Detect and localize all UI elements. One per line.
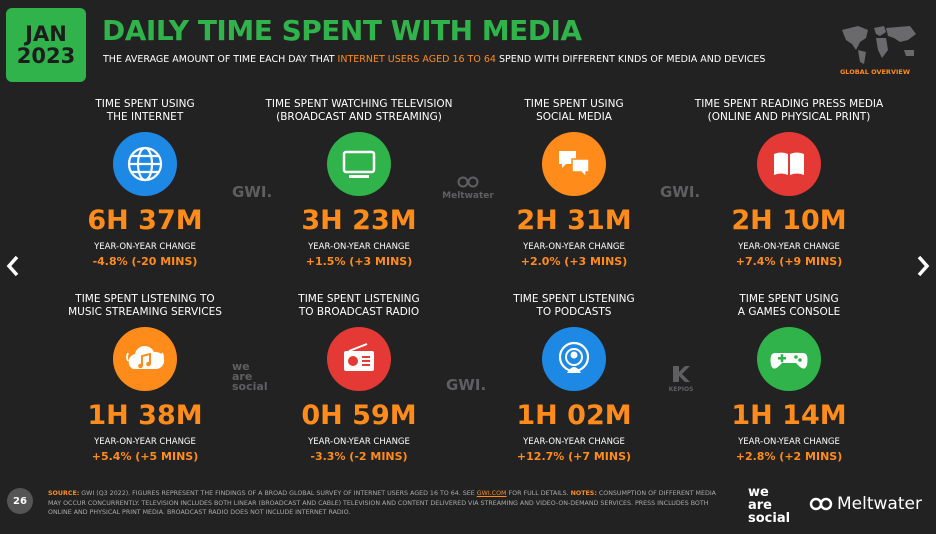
yoy-change: +5.4% (+5 MINS) bbox=[91, 450, 199, 463]
global-overview-label: GLOBAL OVERVIEW bbox=[839, 68, 910, 76]
yoy-change: -3.3% (-2 MINS) bbox=[310, 450, 408, 463]
date-badge: JAN 2023 bbox=[6, 8, 86, 82]
card-value: 2H 31M bbox=[516, 205, 632, 236]
yoy-label: YEAR-ON-YEAR CHANGE bbox=[738, 437, 840, 447]
page-title: DAILY TIME SPENT WITH MEDIA bbox=[102, 14, 582, 47]
yoy-label: YEAR-ON-YEAR CHANGE bbox=[738, 242, 840, 252]
yoy-label: YEAR-ON-YEAR CHANGE bbox=[523, 437, 625, 447]
card-internet: TIME SPENT USING THE INTERNET 6H 37M YEA… bbox=[45, 98, 245, 268]
meltwater-logo-icon bbox=[457, 176, 479, 188]
card-label: TIME SPENT READING PRESS MEDIA (ONLINE A… bbox=[694, 98, 884, 123]
meltwater-logo: Meltwater bbox=[808, 494, 922, 514]
radio-icon bbox=[327, 327, 391, 391]
gwi-watermark: GWI. bbox=[232, 183, 273, 201]
gwi-watermark: GWI. bbox=[660, 183, 701, 201]
card-social-media: TIME SPENT USING SOCIAL MEDIA 2H 31M YEA… bbox=[474, 98, 674, 268]
card-games-console: TIME SPENT USING A GAMES CONSOLE 1H 14M … bbox=[689, 293, 889, 463]
card-label: TIME SPENT LISTENING TO PODCASTS bbox=[513, 293, 635, 318]
cloud-music-icon bbox=[113, 327, 177, 391]
yoy-label: YEAR-ON-YEAR CHANGE bbox=[94, 437, 196, 447]
source-notes: SOURCE: GWI (Q3 2022). FIGURES REPRESENT… bbox=[48, 490, 716, 516]
card-label: TIME SPENT USING SOCIAL MEDIA bbox=[524, 98, 624, 123]
card-value: 6H 37M bbox=[87, 205, 203, 236]
yoy-change: +12.7% (+7 MINS) bbox=[516, 450, 632, 463]
yoy-change: +2.8% (+2 MINS) bbox=[735, 450, 843, 463]
yoy-change: -4.8% (-20 MINS) bbox=[92, 255, 198, 268]
yoy-change: +7.4% (+9 MINS) bbox=[735, 255, 843, 268]
meltwater-mark-icon bbox=[809, 497, 833, 511]
gwi-link[interactable]: GWI.COM bbox=[476, 490, 507, 497]
page-number: 26 bbox=[7, 488, 33, 514]
page-subtitle: THE AVERAGE AMOUNT OF TIME EACH DAY THAT… bbox=[103, 54, 766, 65]
kepios-logo-icon bbox=[673, 366, 690, 382]
card-value: 3H 23M bbox=[301, 205, 417, 236]
card-label: TIME SPENT WATCHING TELEVISION (BROADCAS… bbox=[265, 98, 453, 123]
card-label: TIME SPENT LISTENING TO MUSIC STREAMING … bbox=[68, 293, 222, 318]
card-value: 1H 02M bbox=[516, 400, 632, 431]
card-television: TIME SPENT WATCHING TELEVISION (BROADCAS… bbox=[259, 98, 459, 268]
card-value: 0H 59M bbox=[301, 400, 417, 431]
we-are-social-watermark: we are social bbox=[232, 360, 268, 393]
card-label: TIME SPENT USING A GAMES CONSOLE bbox=[737, 293, 841, 318]
yoy-label: YEAR-ON-YEAR CHANGE bbox=[308, 437, 410, 447]
yoy-label: YEAR-ON-YEAR CHANGE bbox=[308, 242, 410, 252]
kepios-watermark: KEPIOS bbox=[668, 364, 694, 393]
we-are-social-logo: we are social bbox=[748, 485, 791, 526]
card-press-media: TIME SPENT READING PRESS MEDIA (ONLINE A… bbox=[689, 98, 889, 268]
badge-month: JAN bbox=[25, 22, 67, 46]
gwi-watermark: GWI. bbox=[446, 376, 487, 394]
yoy-change: +1.5% (+3 MINS) bbox=[305, 255, 413, 268]
globe-icon bbox=[113, 132, 177, 196]
book-icon bbox=[757, 132, 821, 196]
card-value: 1H 14M bbox=[731, 400, 847, 431]
yoy-label: YEAR-ON-YEAR CHANGE bbox=[94, 242, 196, 252]
card-label: TIME SPENT LISTENING TO BROADCAST RADIO bbox=[298, 293, 420, 318]
next-arrow-icon[interactable] bbox=[914, 254, 932, 278]
card-music-streaming: TIME SPENT LISTENING TO MUSIC STREAMING … bbox=[45, 293, 245, 463]
world-map-icon bbox=[842, 26, 916, 64]
gamepad-icon bbox=[757, 327, 821, 391]
card-label: TIME SPENT USING THE INTERNET bbox=[95, 98, 195, 123]
card-podcasts: TIME SPENT LISTENING TO PODCASTS 1H 02M … bbox=[474, 293, 674, 463]
previous-arrow-icon[interactable] bbox=[4, 254, 22, 278]
podcast-icon bbox=[542, 327, 606, 391]
card-broadcast-radio: TIME SPENT LISTENING TO BROADCAST RADIO … bbox=[259, 293, 459, 463]
card-value: 1H 38M bbox=[87, 400, 203, 431]
badge-year: 2023 bbox=[16, 44, 76, 68]
yoy-label: YEAR-ON-YEAR CHANGE bbox=[523, 242, 625, 252]
chat-bubbles-icon bbox=[542, 132, 606, 196]
yoy-change: +2.0% (+3 MINS) bbox=[520, 255, 628, 268]
tv-icon bbox=[327, 132, 391, 196]
meltwater-watermark: Meltwater bbox=[442, 176, 494, 201]
card-value: 2H 10M bbox=[731, 205, 847, 236]
